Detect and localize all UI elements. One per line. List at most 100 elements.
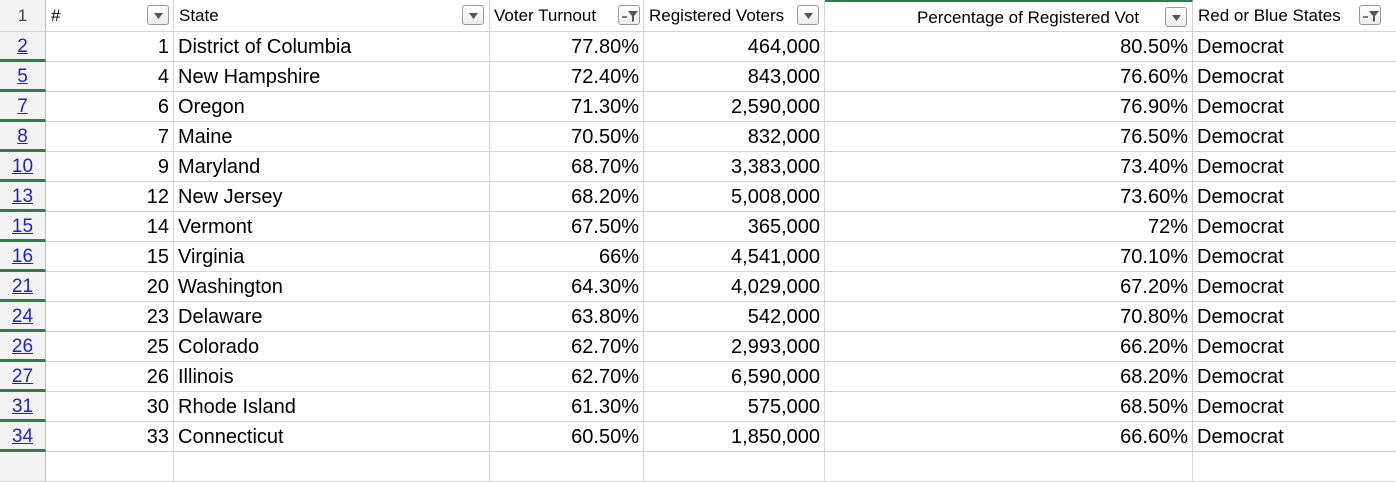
- filter-dropdown-state[interactable]: [462, 5, 484, 25]
- cell-state[interactable]: Rhode Island: [174, 392, 490, 422]
- cell-state[interactable]: Connecticut: [174, 422, 490, 452]
- cell-percentage[interactable]: 68.50%: [825, 392, 1193, 422]
- cell-state[interactable]: Oregon: [174, 92, 490, 122]
- header-cell-number[interactable]: #: [46, 0, 174, 32]
- cell-turnout[interactable]: 77.80%: [490, 32, 644, 62]
- cell-turnout[interactable]: 68.70%: [490, 152, 644, 182]
- cell-number[interactable]: 23: [46, 302, 174, 332]
- row-number[interactable]: 15: [0, 212, 46, 242]
- cell-number[interactable]: 4: [46, 62, 174, 92]
- header-cell-percentage[interactable]: Percentage of Registered Vot: [825, 0, 1193, 32]
- cell-turnout[interactable]: 62.70%: [490, 362, 644, 392]
- cell-percentage[interactable]: 70.80%: [825, 302, 1193, 332]
- cell-percentage[interactable]: 76.60%: [825, 62, 1193, 92]
- cell-turnout[interactable]: 72.40%: [490, 62, 644, 92]
- cell-registered[interactable]: 3,383,000: [644, 152, 825, 182]
- row-number[interactable]: 2: [0, 32, 46, 62]
- cell-number[interactable]: 20: [46, 272, 174, 302]
- cell-turnout[interactable]: 64.30%: [490, 272, 644, 302]
- cell-turnout[interactable]: 67.50%: [490, 212, 644, 242]
- cell-turnout[interactable]: 60.50%: [490, 422, 644, 452]
- cell-registered[interactable]: 843,000: [644, 62, 825, 92]
- filter-dropdown-percentage[interactable]: [1165, 7, 1187, 27]
- row-number[interactable]: 5: [0, 62, 46, 92]
- cell-party[interactable]: Democrat: [1193, 212, 1396, 242]
- filter-active-turnout[interactable]: [618, 5, 640, 25]
- cell-percentage[interactable]: 80.50%: [825, 32, 1193, 62]
- cell-state[interactable]: Virginia: [174, 242, 490, 272]
- cell-percentage[interactable]: 66.20%: [825, 332, 1193, 362]
- cell-number[interactable]: 1: [46, 32, 174, 62]
- cell-party[interactable]: Democrat: [1193, 272, 1396, 302]
- cell-registered[interactable]: 542,000: [644, 302, 825, 332]
- filter-active-party[interactable]: [1359, 5, 1381, 25]
- header-cell-registered[interactable]: Registered Voters: [644, 0, 825, 32]
- cell-percentage[interactable]: 72%: [825, 212, 1193, 242]
- filter-dropdown-registered[interactable]: [797, 5, 819, 25]
- cell-party[interactable]: Democrat: [1193, 182, 1396, 212]
- cell-state[interactable]: Colorado: [174, 332, 490, 362]
- row-number[interactable]: 7: [0, 92, 46, 122]
- cell-party[interactable]: Democrat: [1193, 242, 1396, 272]
- cell-turnout[interactable]: 66%: [490, 242, 644, 272]
- cell-number[interactable]: 14: [46, 212, 174, 242]
- empty-cell[interactable]: [1193, 452, 1396, 482]
- cell-party[interactable]: Democrat: [1193, 122, 1396, 152]
- row-number[interactable]: 21: [0, 272, 46, 302]
- cell-party[interactable]: Democrat: [1193, 92, 1396, 122]
- empty-cell[interactable]: [0, 452, 46, 482]
- header-cell-turnout[interactable]: Voter Turnout: [490, 0, 644, 32]
- cell-turnout[interactable]: 71.30%: [490, 92, 644, 122]
- empty-cell[interactable]: [825, 452, 1193, 482]
- empty-cell[interactable]: [46, 452, 174, 482]
- row-number[interactable]: 26: [0, 332, 46, 362]
- header-cell-state[interactable]: State: [174, 0, 490, 32]
- cell-registered[interactable]: 575,000: [644, 392, 825, 422]
- cell-percentage[interactable]: 73.60%: [825, 182, 1193, 212]
- cell-registered[interactable]: 2,993,000: [644, 332, 825, 362]
- cell-state[interactable]: Maine: [174, 122, 490, 152]
- cell-party[interactable]: Democrat: [1193, 392, 1396, 422]
- cell-state[interactable]: District of Columbia: [174, 32, 490, 62]
- cell-number[interactable]: 6: [46, 92, 174, 122]
- cell-party[interactable]: Democrat: [1193, 32, 1396, 62]
- header-cell-party[interactable]: Red or Blue States: [1193, 0, 1396, 32]
- cell-registered[interactable]: 6,590,000: [644, 362, 825, 392]
- cell-number[interactable]: 33: [46, 422, 174, 452]
- row-header-1[interactable]: 1: [0, 0, 46, 32]
- cell-percentage[interactable]: 76.50%: [825, 122, 1193, 152]
- cell-registered[interactable]: 2,590,000: [644, 92, 825, 122]
- cell-party[interactable]: Democrat: [1193, 302, 1396, 332]
- cell-number[interactable]: 9: [46, 152, 174, 182]
- row-number[interactable]: 34: [0, 422, 46, 452]
- empty-cell[interactable]: [644, 452, 825, 482]
- cell-turnout[interactable]: 68.20%: [490, 182, 644, 212]
- cell-number[interactable]: 25: [46, 332, 174, 362]
- cell-registered[interactable]: 4,541,000: [644, 242, 825, 272]
- filter-dropdown-number[interactable]: [147, 5, 169, 25]
- row-number[interactable]: 8: [0, 122, 46, 152]
- cell-registered[interactable]: 464,000: [644, 32, 825, 62]
- row-number[interactable]: 24: [0, 302, 46, 332]
- cell-party[interactable]: Democrat: [1193, 422, 1396, 452]
- cell-turnout[interactable]: 61.30%: [490, 392, 644, 422]
- cell-state[interactable]: Washington: [174, 272, 490, 302]
- empty-cell[interactable]: [490, 452, 644, 482]
- cell-number[interactable]: 12: [46, 182, 174, 212]
- cell-turnout[interactable]: 63.80%: [490, 302, 644, 332]
- cell-percentage[interactable]: 67.20%: [825, 272, 1193, 302]
- cell-party[interactable]: Democrat: [1193, 362, 1396, 392]
- cell-registered[interactable]: 365,000: [644, 212, 825, 242]
- cell-party[interactable]: Democrat: [1193, 62, 1396, 92]
- cell-state[interactable]: Vermont: [174, 212, 490, 242]
- cell-percentage[interactable]: 70.10%: [825, 242, 1193, 272]
- cell-state[interactable]: Maryland: [174, 152, 490, 182]
- cell-registered[interactable]: 832,000: [644, 122, 825, 152]
- cell-number[interactable]: 15: [46, 242, 174, 272]
- cell-percentage[interactable]: 68.20%: [825, 362, 1193, 392]
- cell-registered[interactable]: 4,029,000: [644, 272, 825, 302]
- cell-number[interactable]: 7: [46, 122, 174, 152]
- row-number[interactable]: 27: [0, 362, 46, 392]
- cell-state[interactable]: New Jersey: [174, 182, 490, 212]
- cell-percentage[interactable]: 66.60%: [825, 422, 1193, 452]
